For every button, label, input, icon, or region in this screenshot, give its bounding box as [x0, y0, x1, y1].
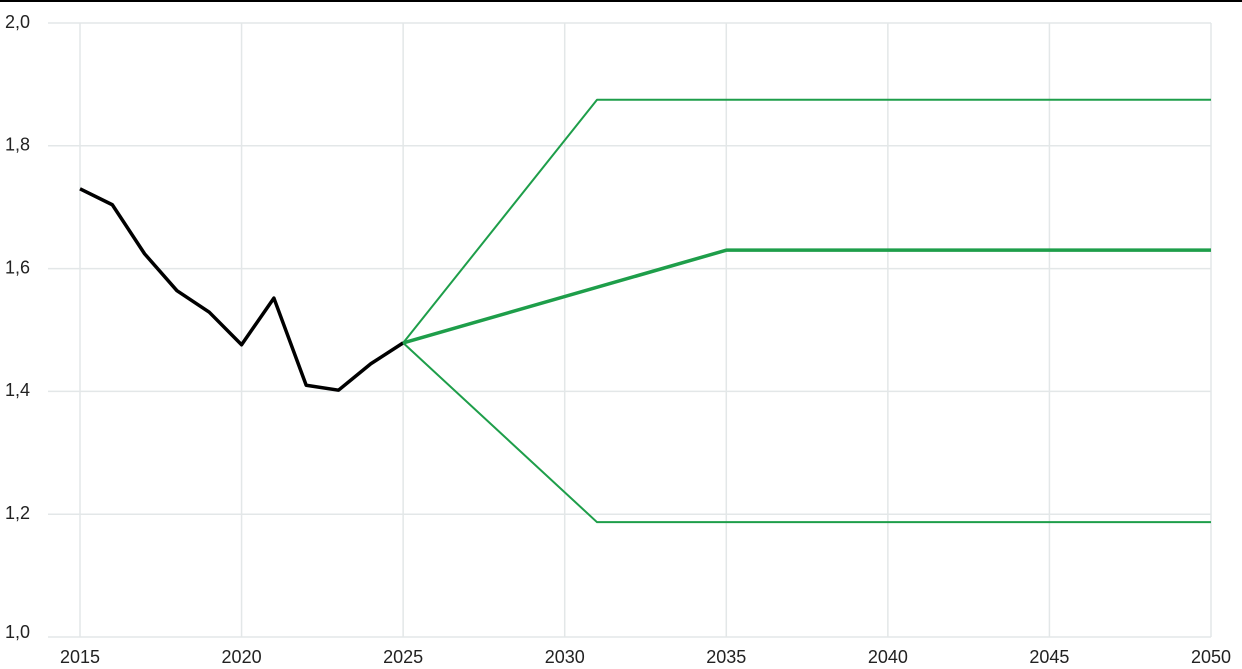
- x-tick-label: 2015: [60, 647, 100, 667]
- line-series: [402, 248, 1211, 345]
- line-series: [402, 98, 1211, 344]
- line-series: [79, 187, 405, 392]
- line-series: [402, 342, 1211, 524]
- x-tick-label: 2030: [545, 647, 585, 667]
- y-tick-label: 1,2: [5, 503, 30, 523]
- y-tick-label: 1,8: [5, 135, 30, 155]
- y-tick-label: 2,0: [5, 12, 30, 32]
- y-tick-label: 1,4: [5, 380, 30, 400]
- x-tick-label: 2050: [1191, 647, 1231, 667]
- y-tick-label: 1,0: [5, 622, 30, 642]
- x-tick-label: 2020: [222, 647, 262, 667]
- x-tick-label: 2045: [1029, 647, 1069, 667]
- x-tick-label: 2035: [706, 647, 746, 667]
- x-tick-label: 2040: [868, 647, 908, 667]
- y-tick-label: 1,6: [5, 257, 30, 277]
- x-tick-label: 2025: [383, 647, 423, 667]
